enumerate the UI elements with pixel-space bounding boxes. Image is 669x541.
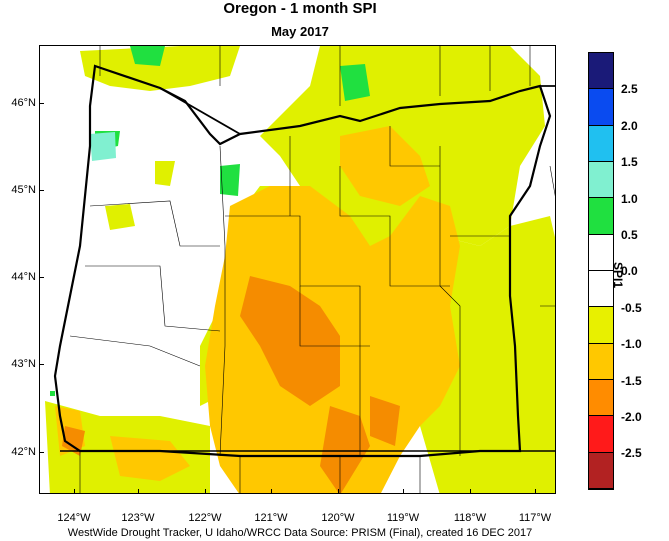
legend-swatch [589,53,613,90]
legend-label: -1.0 [621,337,642,351]
lon-tick [535,489,536,494]
legend-swatch [589,162,613,199]
county-line [89,200,220,247]
lon-tick [205,489,206,494]
lon-label-119: 119°W [386,512,420,524]
legend-label: 1.0 [621,192,638,206]
lon-label-123: 123°W [121,512,155,524]
lon-label-118: 118°W [453,512,487,524]
lon-tick [470,489,471,494]
lat-tick [39,190,44,191]
region-southwest-dark-orange [62,426,85,456]
region-north-green [130,46,165,66]
lat-tick [39,103,44,104]
county-line [389,126,440,167]
legend-swatch [589,234,613,271]
legend-swatch [589,307,613,344]
washington-border [159,85,555,135]
region-south-dark-orange [320,406,370,493]
legend-label: -0.5 [621,301,642,315]
county-line [299,286,370,347]
legend-label: -1.5 [621,374,642,388]
region-south-orange [110,436,190,481]
county-line [339,166,450,287]
oregon-border [53,64,552,458]
legend-swatch [589,343,613,380]
neighbor-state-lines [79,46,555,493]
lat-label-42: 42°N [11,446,36,458]
lat-label-43: 43°N [11,358,36,370]
legend-swatch [589,416,613,453]
lon-tick [271,489,272,494]
idaho-county-line [529,46,555,307]
region-north-coast-yellow [80,46,240,91]
lon-tick [403,489,404,494]
region-west-yellow-1 [155,161,175,186]
lat-label-46: 46°N [11,97,36,109]
lat-tick [39,364,44,365]
footer-credit: WestWide Drought Tracker, U Idaho/WRCC D… [67,527,533,539]
legend-label: 2.0 [621,119,638,133]
region-coast-aqua [90,132,116,161]
lon-tick [138,489,139,494]
lon-label-121: 121°W [254,512,288,524]
legend-colorbar [588,52,614,490]
legend-title: SPI1 [611,262,625,289]
map-area [39,45,556,494]
lon-tick [74,489,75,494]
region-northeast-orange [340,126,430,206]
wet-moderate-regions [90,132,116,161]
legend-label: -2.0 [621,410,642,424]
region-east-dark-orange [370,396,400,446]
county-line [219,145,226,457]
legend-swatch [589,198,613,235]
region-coast-green-dot [50,391,55,396]
lon-label-117: 117°W [518,512,552,524]
legend-swatch [589,380,613,417]
legend-label: 2.5 [621,82,638,96]
county-line [69,335,201,367]
region-central-dark-orange [240,276,340,406]
dry-severe-regions [62,276,400,493]
spi-map [45,46,555,493]
region-west-yellow-2 [105,204,135,230]
lat-tick [39,452,44,453]
legend-label: 0.5 [621,228,638,242]
legend-swatch [589,89,613,126]
legend-label: 1.5 [621,155,638,169]
legend-swatch [589,452,613,489]
washington-county-line [99,46,491,106]
legend-label: -2.5 [621,446,642,460]
map-subtitle: May 2017 [271,24,329,39]
map-title: Oregon - 1 month SPI [223,0,377,17]
lon-tick [338,489,339,494]
county-lines [69,126,510,457]
region-northeast-green [340,64,370,101]
lon-label-122: 122°W [188,512,222,524]
lon-label-120: 120°W [321,512,355,524]
county-line [85,265,221,332]
lon-label-124: 124°W [57,512,91,524]
legend-swatch [589,271,613,308]
lat-label-45: 45°N [11,184,36,196]
california-county-line [79,451,421,493]
legend-swatch [589,125,613,162]
county-line [439,146,461,456]
lat-label-44: 44°N [11,271,36,283]
lat-tick [39,277,44,278]
region-central-green [220,164,240,196]
legend-label: 0.0 [621,264,638,278]
